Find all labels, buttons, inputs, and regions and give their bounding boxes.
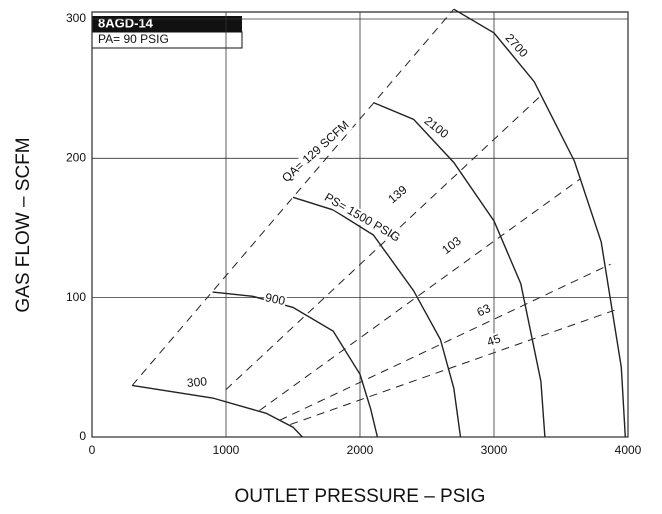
curve-label-bg [320, 190, 404, 246]
curve-label: 300 [186, 374, 207, 390]
curve [131, 8, 455, 386]
y-tick-label: 0 [79, 429, 86, 443]
curve [290, 309, 615, 425]
x-tick-label: 3000 [481, 443, 508, 457]
curve-label-bg [385, 182, 411, 208]
y-axis-label: GAS FLOW – SCFM [13, 137, 34, 312]
chart-subtitle: PA= 90 PSIG [98, 32, 169, 46]
curve [292, 196, 462, 438]
curve-label-bg [439, 233, 465, 259]
curve-label-bg [484, 331, 504, 351]
curve-label-bg [185, 375, 209, 391]
curve-label-bg [278, 117, 354, 187]
curve [259, 178, 581, 411]
curve-label: 139 [385, 182, 410, 206]
curve [279, 263, 611, 421]
curve [373, 101, 546, 438]
curve [212, 291, 379, 438]
x-tick-label: 1000 [213, 443, 240, 457]
curve [225, 95, 542, 390]
chart-title: 8AGD-14 [98, 15, 154, 30]
curve-label: 103 [439, 233, 464, 257]
x-tick-label: 2000 [347, 443, 374, 457]
curve-label-bg [262, 290, 288, 310]
curve-label: 45 [485, 331, 503, 349]
curve-label-bg [501, 30, 531, 62]
x-tick-label: 4000 [615, 443, 642, 457]
y-tick-label: 300 [66, 11, 86, 25]
title-box [92, 16, 242, 32]
curve-label: QA= 129 SCFM [279, 118, 352, 185]
curve-label-bg [420, 113, 452, 143]
y-tick-label: 200 [66, 150, 86, 164]
curve [453, 8, 626, 438]
y-tick-label: 100 [66, 290, 86, 304]
x-tick-label: 0 [89, 443, 96, 457]
curve-label-bg [474, 301, 494, 321]
curve [132, 384, 303, 438]
curve-label: 900 [264, 290, 287, 308]
curve-label: 63 [475, 301, 493, 319]
x-axis-label: OUTLET PRESSURE – PSIG [235, 486, 486, 507]
